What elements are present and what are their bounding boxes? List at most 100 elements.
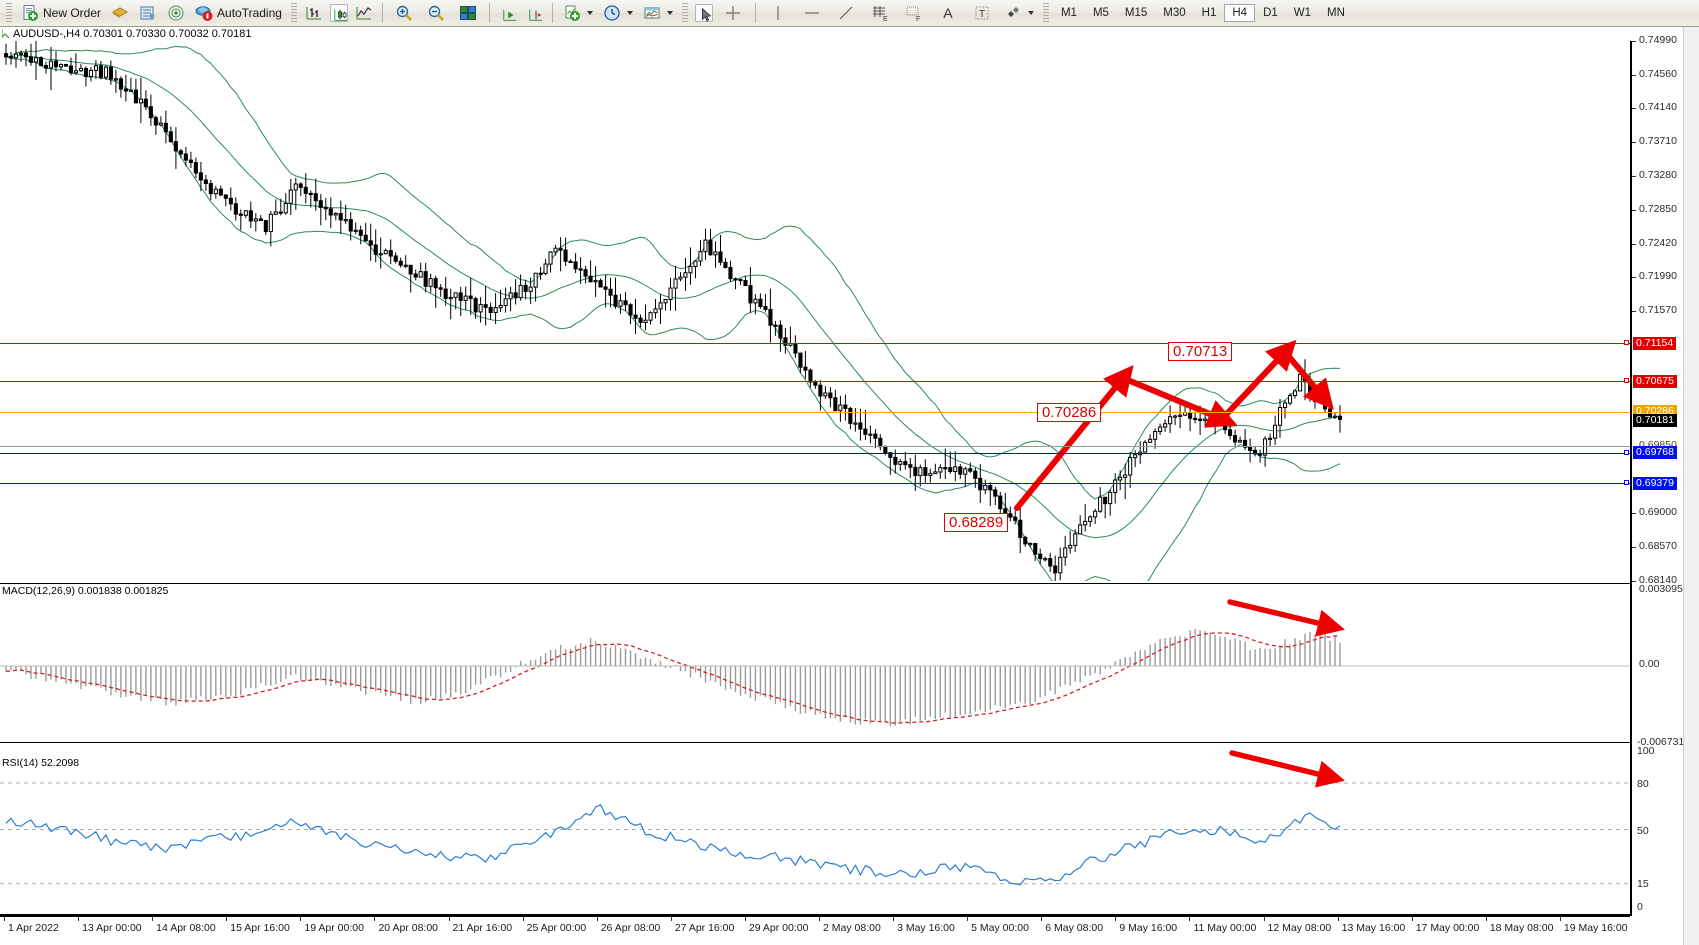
zoom-out-icon[interactable] — [427, 4, 445, 22]
annotation-068289[interactable]: 0.68289 — [944, 513, 1009, 532]
macd-tick-label: 0.00 — [1639, 658, 1660, 670]
timeframe-m5[interactable]: M5 — [1092, 7, 1109, 19]
price-level-tag[interactable]: 0.69768 — [1633, 446, 1677, 460]
rsi-tick-label: 15 — [1637, 878, 1649, 890]
support-line-069379[interactable] — [0, 483, 1630, 485]
support-line-069768[interactable] — [0, 452, 1630, 454]
annotation-070713[interactable]: 0.70713 — [1168, 342, 1233, 361]
timeframe-m15[interactable]: M15 — [1124, 7, 1148, 19]
line-chart-icon[interactable] — [355, 4, 373, 22]
rsi-divergence-arrow[interactable] — [1229, 750, 1345, 788]
price-chart-pane[interactable] — [0, 41, 1630, 581]
expert-advisors-icon[interactable] — [111, 4, 129, 22]
new-order-button[interactable]: New Order — [16, 1, 106, 25]
equidistant-channel-icon[interactable]: F — [905, 4, 923, 22]
toolbar-grip-3[interactable] — [681, 3, 688, 23]
price-level-tag[interactable]: 0.71154 — [1633, 336, 1677, 350]
timeframe-mn[interactable]: MN — [1327, 7, 1345, 19]
macd-label: MACD(12,26,9) 0.001838 0.001825 — [2, 585, 169, 597]
rsi-svg — [0, 750, 1630, 886]
macd-divergence-arrow[interactable] — [1227, 599, 1345, 637]
resistance-line-071154[interactable] — [0, 343, 1630, 345]
toolbar-grip-4[interactable] — [1042, 3, 1049, 23]
time-tick — [374, 917, 376, 921]
timeframe-h4[interactable]: H4 — [1224, 4, 1256, 22]
price-level-tag[interactable]: 0.69379 — [1633, 476, 1677, 490]
indicators-icon — [563, 4, 581, 22]
timeframe-d1[interactable]: D1 — [1263, 7, 1278, 19]
zoom-in-icon[interactable] — [395, 4, 413, 22]
resistance-line-070675[interactable] — [0, 381, 1630, 383]
indicators-dropdown-arrow[interactable] — [586, 11, 593, 15]
price-forecast-down[interactable] — [1282, 349, 1334, 410]
macd-svg — [0, 599, 1630, 727]
timeframe-w1[interactable]: W1 — [1293, 7, 1312, 19]
pivot-line-070286[interactable] — [0, 411, 1630, 413]
time-tick-label: 12 May 08:00 — [1267, 922, 1332, 934]
vertical-scrollbar[interactable] — [1683, 27, 1699, 945]
chart-shift-icon[interactable] — [499, 4, 517, 22]
macd-pane[interactable] — [0, 583, 1630, 743]
templates-button[interactable] — [638, 1, 678, 25]
price-tick-label: 0.71570 — [1639, 303, 1677, 316]
navigator-icon[interactable] — [167, 4, 185, 22]
timeframe-m1[interactable]: M1 — [1060, 7, 1077, 19]
time-tick — [1559, 917, 1561, 921]
price-tick — [1632, 581, 1636, 582]
cursor-icon[interactable] — [694, 4, 713, 22]
time-tick — [893, 917, 895, 921]
price-tick-label: 0.74140 — [1639, 101, 1677, 113]
indicators-button[interactable] — [558, 1, 598, 25]
level-anchor-handle[interactable] — [1624, 449, 1629, 455]
price-tick-label: 0.68140 — [1639, 574, 1677, 586]
horizontal-line-icon[interactable] — [803, 4, 821, 22]
minor-line-069850[interactable] — [0, 446, 1630, 448]
tile-windows-icon[interactable] — [459, 4, 477, 22]
rsi-label: RSI(14) 52.2098 — [2, 757, 80, 769]
candlestick-chart-icon[interactable] — [329, 4, 348, 22]
rsi-pane[interactable] — [0, 745, 1630, 915]
period-dropdown-arrow[interactable] — [626, 11, 633, 15]
price-up-leg-1[interactable] — [1014, 364, 1134, 511]
level-anchor-handle[interactable] — [1624, 480, 1629, 486]
price-level-tag[interactable]: 0.70181 — [1633, 413, 1677, 427]
text-icon[interactable]: A — [943, 5, 953, 21]
price-tick — [1632, 277, 1636, 279]
price-level-tag[interactable]: 0.70675 — [1633, 374, 1677, 388]
trendline-icon[interactable] — [837, 4, 855, 22]
time-tick — [4, 917, 5, 921]
bar-chart-icon[interactable] — [305, 4, 323, 22]
time-tick — [596, 917, 598, 921]
price-tick — [1632, 513, 1636, 515]
macd-histogram — [5, 629, 1341, 727]
fibonacci-icon[interactable]: E — [871, 4, 889, 22]
annotation-070286[interactable]: 0.70286 — [1037, 403, 1102, 422]
text-label-icon[interactable]: T — [973, 4, 991, 22]
data-window-icon[interactable] — [139, 4, 157, 22]
rsi-tick-label: 100 — [1637, 745, 1655, 757]
shapes-dropdown-arrow[interactable] — [1027, 11, 1034, 15]
level-anchor-handle[interactable] — [1624, 378, 1629, 384]
toolbar-grip-2[interactable] — [290, 3, 297, 23]
auto-scroll-icon[interactable] — [525, 4, 543, 22]
autotrading-button[interactable]: AutoTrading — [190, 1, 287, 25]
shapes-button[interactable] — [999, 1, 1039, 25]
time-tick-label: 17 May 00:00 — [1415, 922, 1480, 934]
toolbar-grip[interactable] — [6, 3, 12, 23]
price-up-leg-2[interactable] — [1219, 339, 1297, 422]
time-tick — [1189, 917, 1191, 921]
timeframe-h1[interactable]: H1 — [1201, 7, 1217, 19]
new-order-label: New Order — [43, 6, 102, 20]
time-tick — [1263, 917, 1265, 921]
time-tick — [1337, 917, 1339, 921]
period-button[interactable] — [598, 1, 638, 25]
time-tick-label: 1 Apr 2022 — [8, 922, 59, 934]
crosshair-icon[interactable] — [724, 4, 742, 22]
bollinger-lower-band — [5, 56, 1341, 581]
timeframe-m30[interactable]: M30 — [1163, 7, 1186, 19]
templates-dropdown-arrow[interactable] — [666, 11, 673, 15]
price-down-leg[interactable] — [1120, 375, 1238, 428]
level-anchor-handle[interactable] — [1624, 340, 1629, 346]
time-tick — [226, 917, 228, 921]
vertical-line-icon[interactable] — [769, 4, 787, 22]
